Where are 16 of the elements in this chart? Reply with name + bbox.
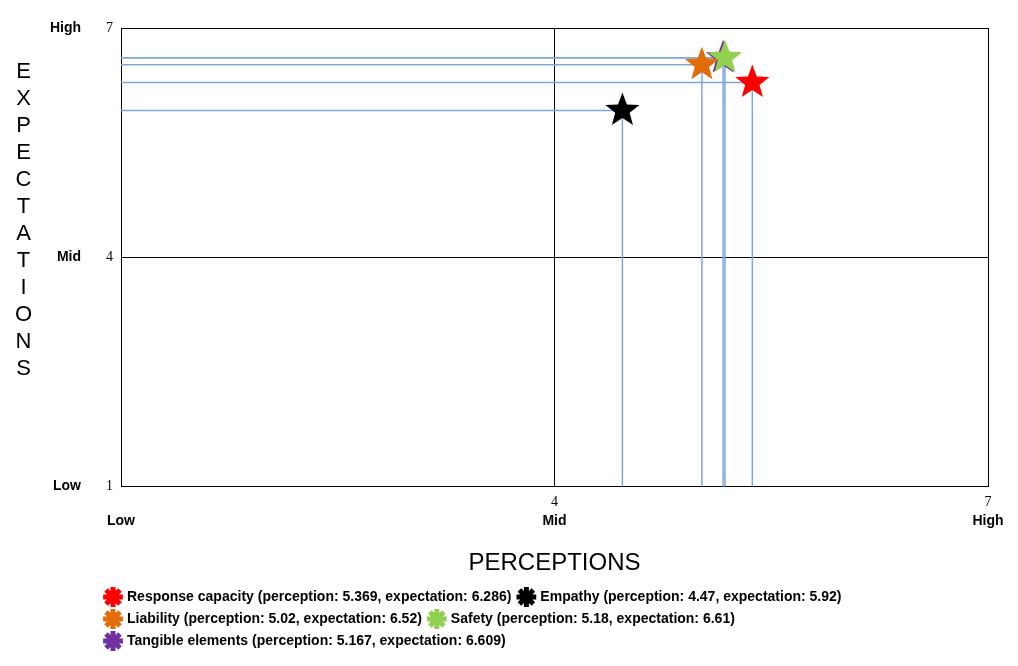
text: Mid <box>542 512 567 529</box>
legend-label: Safety (perception: 5.18, expectation: 6.61) <box>450 609 735 626</box>
text: Mid <box>56 248 81 265</box>
text: Low <box>53 477 82 494</box>
y-tick-label: 1 <box>106 478 113 494</box>
legend-label: Tangible elements (perception: 5.167, expectation: 6.609) <box>127 631 506 648</box>
text: Low <box>107 512 136 529</box>
legend-label: Liability (perception: 5.02, expectation: 6.52) <box>127 609 422 626</box>
y-axis-title: EXPECTATIONS <box>10 58 36 382</box>
legend-label: Empathy (perception: 4.47, expectation: 5.92) <box>540 587 842 604</box>
x-axis-title: PERCEPTIONS <box>468 548 641 576</box>
text: High <box>972 512 1004 529</box>
legend-label: Response capacity (perception: 5.369, expectation: 6.286) <box>127 587 512 604</box>
y-tick-label: 4 <box>106 248 113 264</box>
y-tick-label: 7 <box>106 19 113 35</box>
text: High <box>49 18 81 35</box>
